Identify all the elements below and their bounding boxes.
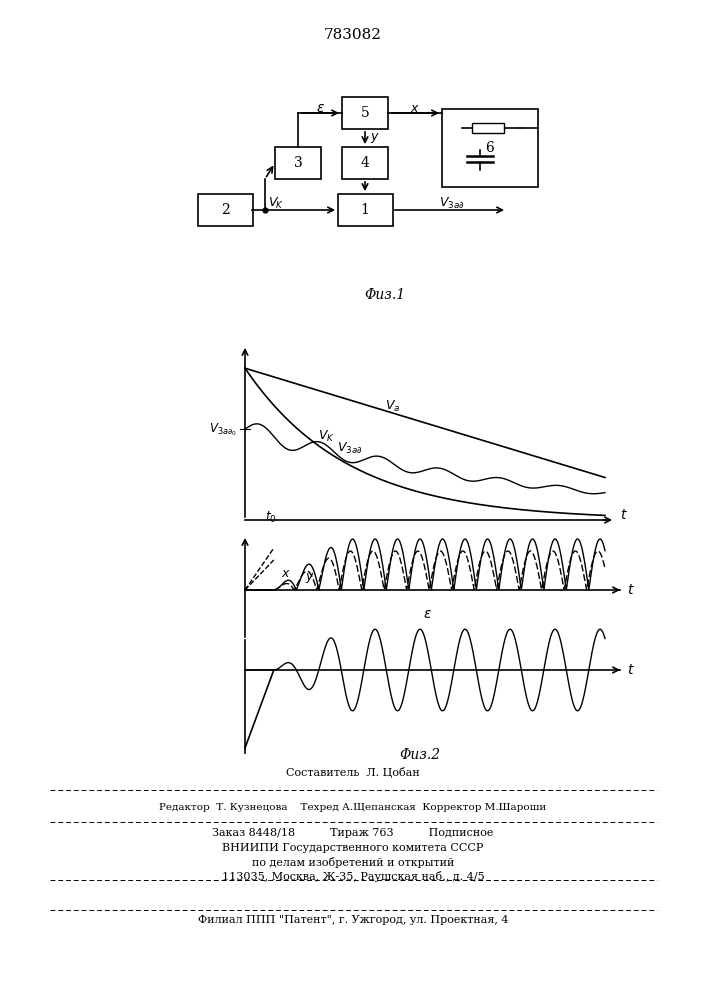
Bar [275,147,321,179]
Text: ВНИИПИ Государственного комитета СССР: ВНИИПИ Государственного комитета СССР [222,843,484,853]
Text: Φиз.2: Φиз.2 [399,748,440,762]
Text: $t$: $t$ [627,583,635,597]
Text: $V_{3a\partial_0}$: $V_{3a\partial_0}$ [209,421,237,438]
Text: Φиз.1: Φиз.1 [364,288,406,302]
Text: $y$: $y$ [370,131,380,145]
Text: Редактор  Т. Кузнецова    Техред А.Щепанская  Корректор М.Шароши: Редактор Т. Кузнецова Техред А.Щепанская… [159,804,547,812]
Text: $\varepsilon$: $\varepsilon$ [316,101,325,115]
Text: Филиал ППП "Патент", г. Ужгород, ул. Проектная, 4: Филиал ППП "Патент", г. Ужгород, ул. Про… [198,915,508,925]
Text: $y$: $y$ [305,571,315,585]
Text: Составитель  Л. Цобан: Составитель Л. Цобан [286,768,420,778]
Text: 113035, Москва, Ж-35, Раушская наб., д. 4/5: 113035, Москва, Ж-35, Раушская наб., д. … [222,870,484,882]
Text: $t$: $t$ [627,663,635,677]
Text: $\varepsilon$: $\varepsilon$ [423,607,432,621]
Bar [197,194,252,226]
Text: Заказ 8448/18          Тираж 763          Подписное: Заказ 8448/18 Тираж 763 Подписное [212,828,493,838]
Text: 3: 3 [293,156,303,170]
Text: по делам изобретений и открытий: по делам изобретений и открытий [252,857,454,868]
Bar [337,194,392,226]
Text: $t$: $t$ [620,508,628,522]
Bar [472,123,504,133]
Text: 2: 2 [221,203,229,217]
Text: $V_{3a\partial}$: $V_{3a\partial}$ [337,441,363,456]
Text: 783082: 783082 [324,28,382,42]
Text: $x$: $x$ [410,102,420,114]
Text: $V_K$: $V_K$ [317,429,334,444]
Text: $V_{\!K}$: $V_{\!K}$ [268,195,284,211]
Text: $x$: $x$ [281,567,291,580]
Text: 1: 1 [361,203,370,217]
Bar [442,109,538,187]
Text: 4: 4 [361,156,370,170]
Bar [342,97,388,129]
Text: 5: 5 [361,106,369,120]
Text: 6: 6 [486,141,494,155]
Bar [342,147,388,179]
Text: $V_a$: $V_a$ [385,399,400,414]
Text: $t_0$: $t_0$ [265,510,276,525]
Text: $V_{3a\partial}$: $V_{3a\partial}$ [439,195,464,211]
